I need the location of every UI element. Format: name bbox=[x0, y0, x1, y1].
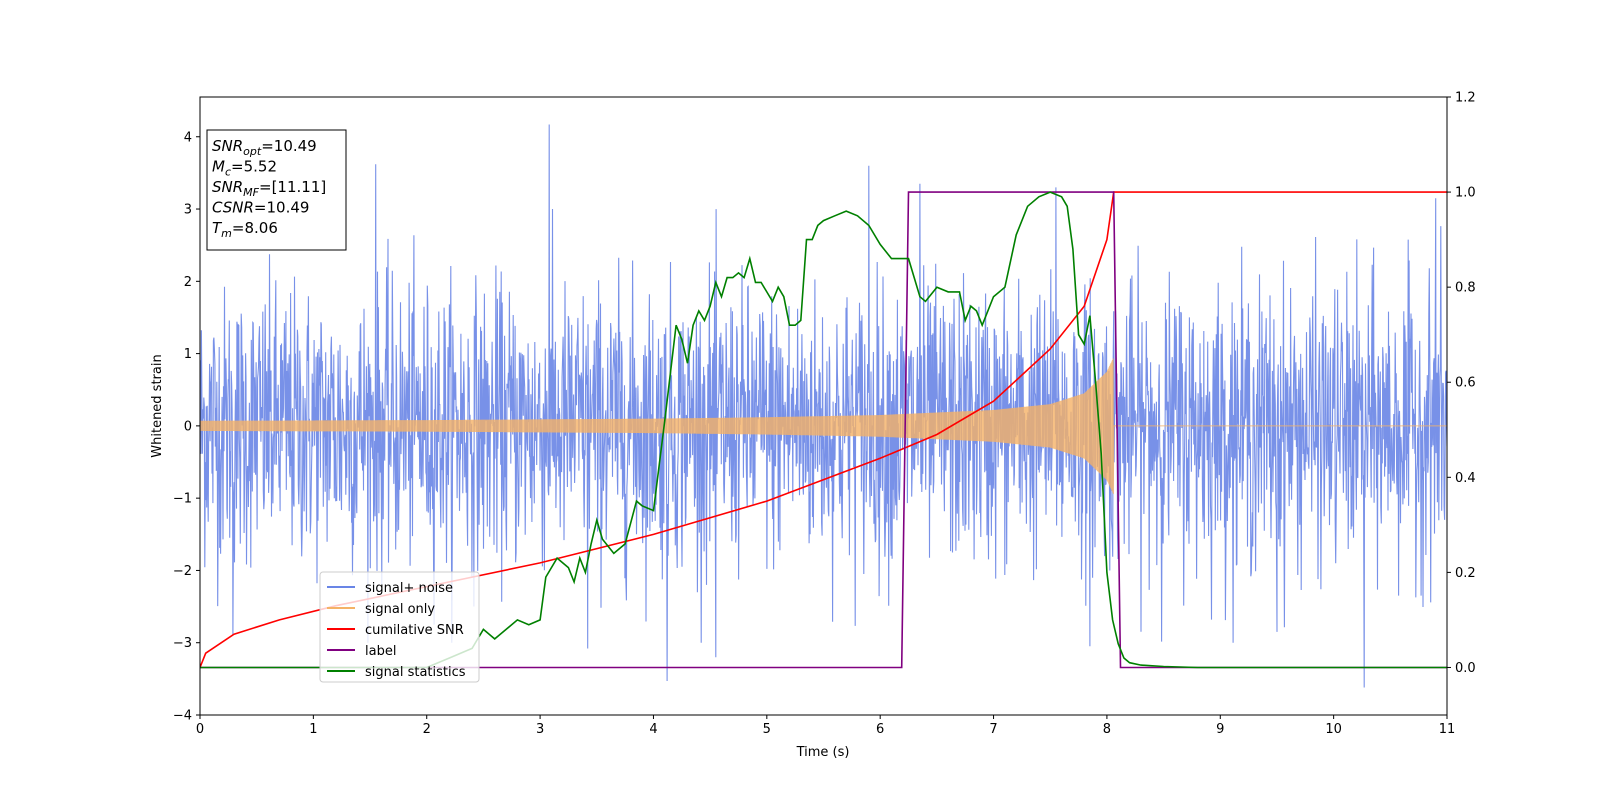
y2-tick-label: 1.0 bbox=[1455, 186, 1476, 201]
plot-area bbox=[200, 124, 1447, 688]
y-tick-label: 0 bbox=[184, 419, 192, 434]
y-axis-left: −4 −3 −2 −1 0 1 2 3 4 bbox=[173, 130, 200, 724]
series-signal-only bbox=[200, 358, 1447, 494]
legend-frame bbox=[319, 571, 480, 683]
legend-label: signal only bbox=[365, 602, 435, 617]
legend-label: signal+ noise bbox=[365, 581, 453, 596]
x-tick-label: 6 bbox=[876, 722, 884, 737]
plot-frame bbox=[199, 96, 1448, 716]
x-tick-label: 5 bbox=[763, 722, 771, 737]
y2-tick-label: 1.2 bbox=[1455, 91, 1476, 106]
y2-tick-label: 0.4 bbox=[1455, 471, 1476, 486]
x-tick-label: 2 bbox=[423, 722, 431, 737]
x-tick-label: 11 bbox=[1439, 722, 1456, 737]
series-cumulative-snr bbox=[200, 191, 1447, 668]
x-tick-label: 8 bbox=[1103, 722, 1111, 737]
x-axis-label: Time (s) bbox=[796, 745, 850, 760]
x-tick-label: 7 bbox=[989, 722, 997, 737]
y-tick-label: −3 bbox=[173, 636, 192, 651]
y-axis-label: Whitened strain bbox=[150, 354, 165, 457]
y-tick-label: 4 bbox=[184, 130, 192, 145]
y-tick-label: 1 bbox=[184, 347, 192, 362]
x-tick-label: 4 bbox=[649, 722, 657, 737]
info-box-frame bbox=[206, 129, 347, 251]
x-tick-label: 0 bbox=[196, 722, 204, 737]
y-tick-label: 2 bbox=[184, 275, 192, 290]
series-signal-statistics bbox=[200, 191, 1447, 669]
legend-label: cumilative SNR bbox=[365, 623, 464, 638]
legend-label: label bbox=[365, 644, 396, 659]
y-axis-right: 0.0 0.2 0.4 0.6 0.8 1.0 1.2 bbox=[1447, 91, 1476, 676]
x-tick-label: 1 bbox=[309, 722, 317, 737]
info-line: Tm=8.06 bbox=[212, 219, 278, 240]
info-line: SNRopt=10.49 bbox=[212, 137, 317, 158]
y-tick-label: −2 bbox=[173, 564, 192, 579]
y2-tick-label: 0.6 bbox=[1455, 376, 1476, 391]
x-tick-label: 3 bbox=[536, 722, 544, 737]
series-signal-plus-noise bbox=[200, 124, 1447, 688]
y2-tick-label: 0.8 bbox=[1455, 281, 1476, 296]
info-line: CSNR=10.49 bbox=[212, 199, 309, 217]
x-tick-label: 10 bbox=[1325, 722, 1342, 737]
y2-tick-label: 0.2 bbox=[1455, 566, 1476, 581]
y-tick-label: −4 bbox=[173, 709, 192, 724]
info-line: SNRMF=[11.11] bbox=[212, 178, 326, 199]
info-line: Mc=5.52 bbox=[212, 158, 277, 179]
y2-tick-label: 0.0 bbox=[1455, 661, 1476, 676]
info-box: SNRopt=10.49Mc=5.52SNRMF=[11.11]CSNR=10.… bbox=[206, 129, 347, 251]
x-tick-label: 9 bbox=[1216, 722, 1224, 737]
legend: signal+ noise signal only cumilative SNR la… bbox=[319, 571, 480, 683]
legend-label: signal statistics bbox=[365, 665, 466, 680]
x-axis: 0 1 2 3 4 5 6 7 8 9 10 11 bbox=[196, 715, 1455, 737]
y-tick-label: 3 bbox=[184, 203, 192, 218]
y-tick-label: −1 bbox=[173, 492, 192, 507]
